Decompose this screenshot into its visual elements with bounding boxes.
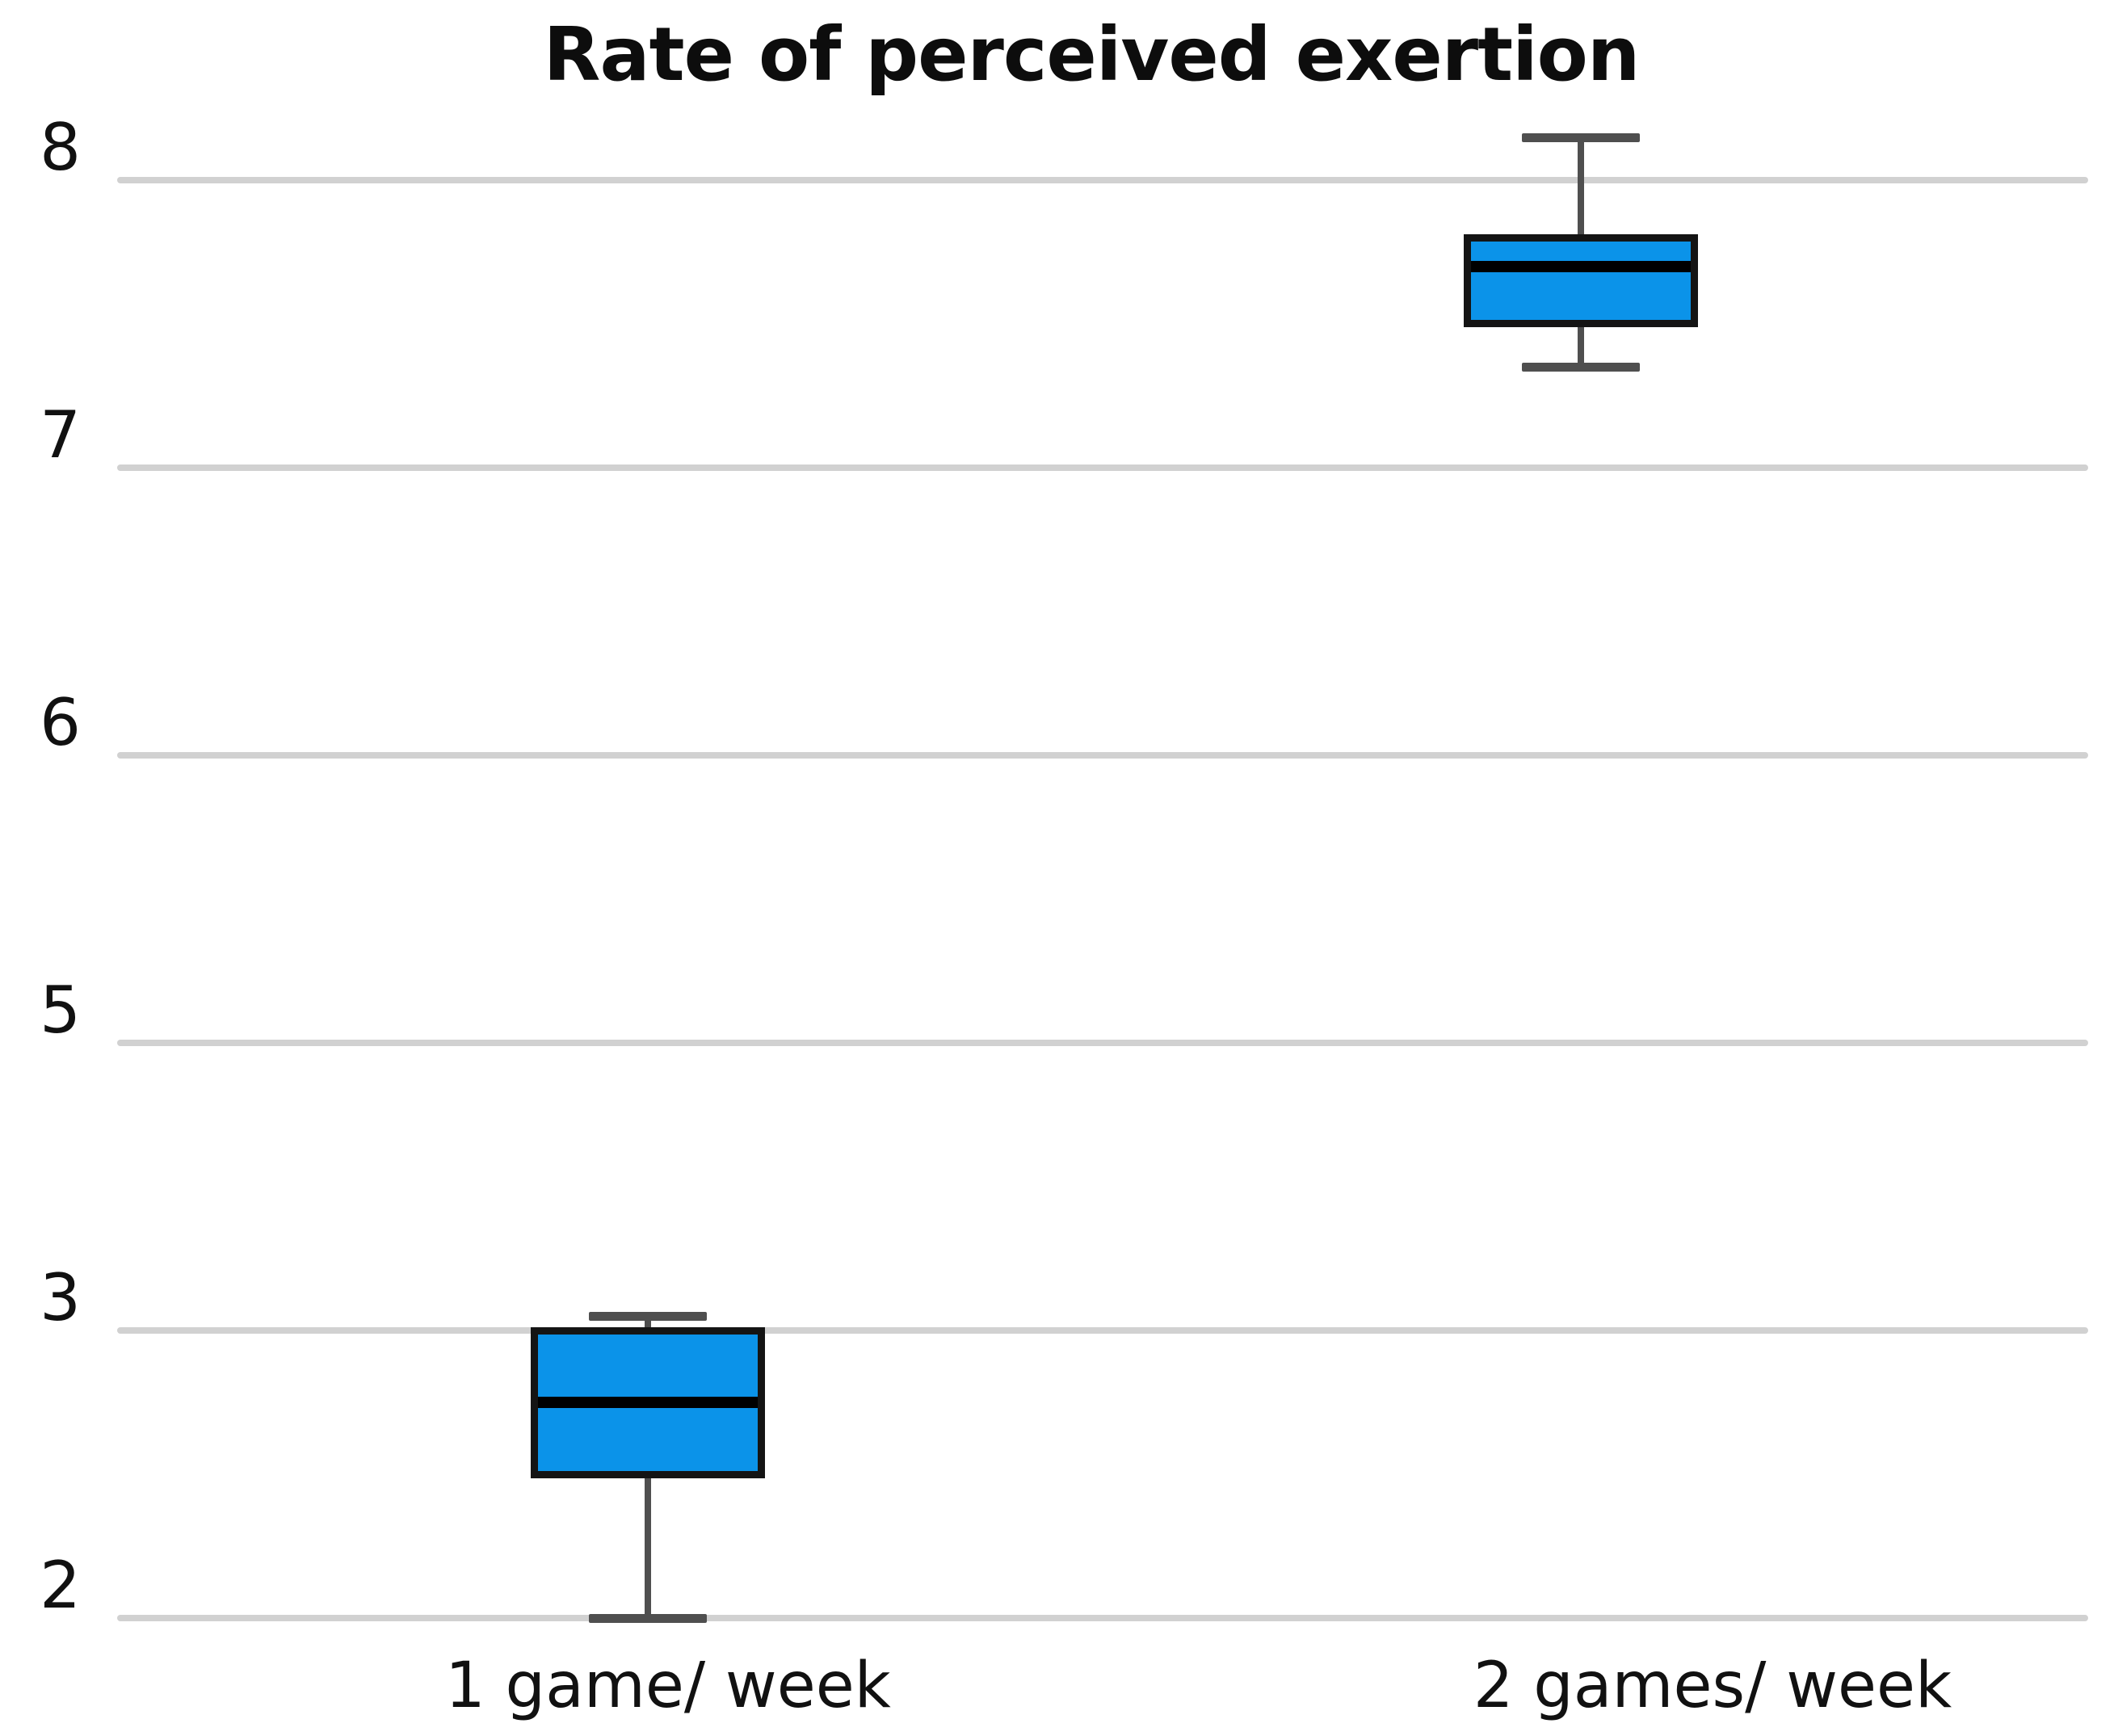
gridline bbox=[117, 1327, 2088, 1334]
gridline bbox=[117, 464, 2088, 471]
gridline bbox=[117, 752, 2088, 759]
boxplot-median bbox=[1471, 260, 1691, 272]
x-category-label: 1 game/ week bbox=[445, 1650, 891, 1722]
y-tick-label: 7 bbox=[40, 397, 81, 473]
y-tick-label: 3 bbox=[40, 1260, 81, 1335]
gridline bbox=[117, 1040, 2088, 1046]
whisker-cap-bottom bbox=[1522, 363, 1640, 372]
boxplot-box bbox=[1464, 233, 1698, 328]
y-tick-label: 8 bbox=[40, 110, 81, 185]
whisker-cap-top bbox=[589, 1312, 707, 1322]
whisker-cap-bottom bbox=[589, 1614, 707, 1623]
y-tick-label: 2 bbox=[40, 1548, 81, 1623]
gridline bbox=[117, 177, 2088, 183]
x-category-label: 2 games/ week bbox=[1473, 1650, 1952, 1722]
boxplot-median bbox=[538, 1397, 758, 1408]
chart-title: Rate of perceived exertion bbox=[543, 11, 1641, 98]
y-tick-label: 5 bbox=[40, 973, 81, 1048]
gridline bbox=[117, 1615, 2088, 1621]
whisker-cap-top bbox=[1522, 132, 1640, 142]
y-tick-label: 6 bbox=[40, 685, 81, 760]
